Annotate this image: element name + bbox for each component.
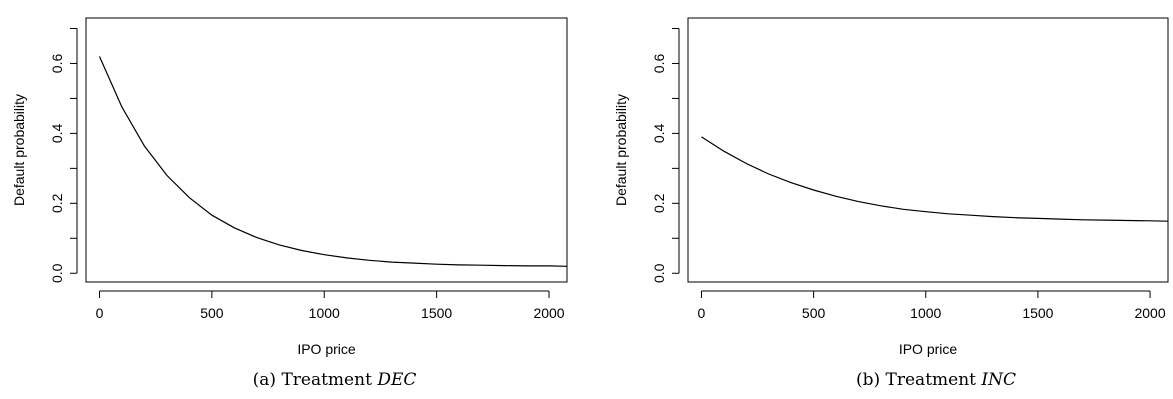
panel-a-dec: 0 500 1000 1500 2000 0.0 0.2 0.4 0.6 IPO price Def… bbox=[11, 17, 568, 390]
caption-treatment: INC bbox=[980, 370, 1016, 390]
x-axis-label: IPO price bbox=[297, 341, 356, 357]
y-axis-label: Default probability bbox=[11, 94, 27, 206]
y-tick-label: 0.6 bbox=[651, 54, 667, 74]
y-tick-label: 0.4 bbox=[49, 123, 65, 143]
x-tick-label: 1500 bbox=[1022, 305, 1053, 321]
x-tick-label: 2000 bbox=[533, 305, 564, 321]
caption-prefix: (a) Treatment bbox=[253, 370, 378, 390]
y-tick-label: 0.2 bbox=[49, 193, 65, 213]
y-tick-label: 0.0 bbox=[49, 263, 65, 283]
x-tick-label: 500 bbox=[200, 305, 224, 321]
plot-frame bbox=[687, 17, 1169, 283]
y-tick-label: 0.4 bbox=[651, 123, 667, 143]
panel-b-inc: 0 500 1000 1500 2000 0.0 0.2 0.4 0.6 IPO price Def… bbox=[613, 17, 1169, 390]
x-tick-label: 1500 bbox=[421, 305, 452, 321]
x-tick-label: 0 bbox=[698, 305, 706, 321]
x-axis-label: IPO price bbox=[899, 341, 958, 357]
y-axis-label: Default probability bbox=[613, 94, 629, 206]
x-tick-label: 1000 bbox=[309, 305, 340, 321]
panel-caption: (b) Treatment INC bbox=[856, 370, 1016, 390]
default-probability-curve bbox=[701, 136, 1169, 222]
y-tick-label: 0.0 bbox=[651, 263, 667, 283]
y-tick-label: 0.6 bbox=[49, 54, 65, 74]
x-tick-label: 2000 bbox=[1134, 305, 1165, 321]
x-tick-label: 1000 bbox=[910, 305, 941, 321]
default-probability-curve bbox=[98, 56, 568, 267]
plot-frame bbox=[85, 17, 568, 283]
y-tick-label: 0.2 bbox=[651, 193, 667, 213]
x-tick-label: 500 bbox=[802, 305, 826, 321]
panel-caption: (a) Treatment DEC bbox=[253, 370, 417, 390]
caption-prefix: (b) Treatment bbox=[856, 370, 981, 390]
caption-treatment: DEC bbox=[376, 370, 416, 390]
x-tick-label: 0 bbox=[96, 305, 104, 321]
